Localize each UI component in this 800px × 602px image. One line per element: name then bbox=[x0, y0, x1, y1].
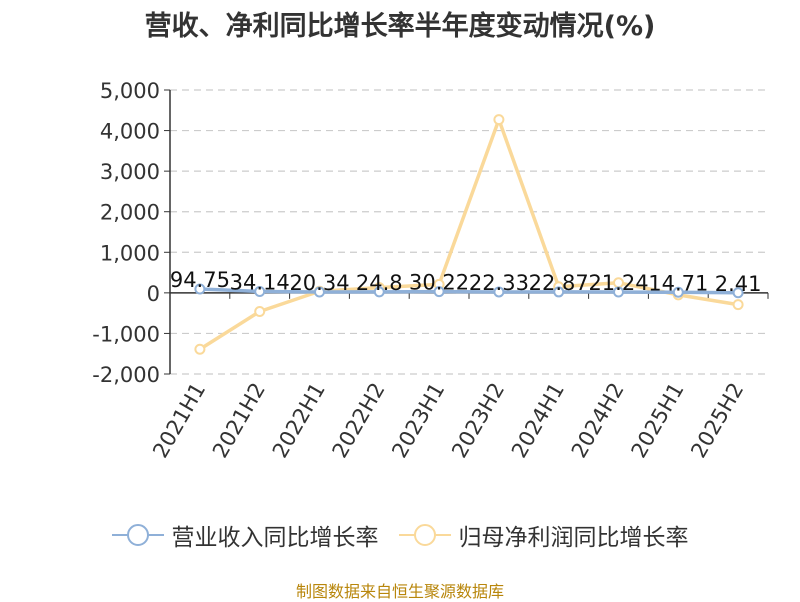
data-point-revenue[interactable] bbox=[493, 286, 505, 298]
data-label-revenue: 14.71 bbox=[648, 271, 708, 295]
data-point-profit[interactable] bbox=[732, 299, 744, 311]
y-tick-label: 2,000 bbox=[100, 201, 160, 225]
legend-item-profit[interactable]: 归母净利润同比增长率 bbox=[398, 518, 689, 552]
y-tick-label: -1,000 bbox=[92, 322, 160, 346]
y-tick-label: 0 bbox=[147, 282, 160, 306]
data-label-revenue: 34.14 bbox=[230, 270, 290, 294]
legend-label-profit: 归母净利润同比增长率 bbox=[458, 525, 689, 551]
data-label-revenue: 21.24 bbox=[588, 271, 648, 295]
data-point-profit[interactable] bbox=[493, 114, 505, 126]
data-point-revenue[interactable] bbox=[672, 286, 684, 298]
data-point-revenue[interactable] bbox=[254, 285, 266, 297]
x-tick-label: 2025H1 bbox=[627, 379, 689, 463]
legend-label-revenue: 营业收入同比增长率 bbox=[171, 525, 379, 551]
x-tick-label: 2022H2 bbox=[328, 379, 390, 463]
data-label-revenue: 22.87 bbox=[529, 271, 589, 295]
data-point-revenue[interactable] bbox=[732, 287, 744, 299]
data-label-revenue: 2.41 bbox=[715, 272, 762, 296]
x-tick-label: 2023H1 bbox=[387, 378, 449, 462]
data-point-revenue[interactable] bbox=[373, 286, 385, 298]
x-tick-label: 2021H1 bbox=[148, 379, 210, 463]
x-tick-label: 2024H2 bbox=[567, 379, 629, 463]
x-tick-label: 2023H2 bbox=[447, 379, 509, 463]
x-tick-label: 2025H2 bbox=[686, 379, 748, 463]
series-line-revenue bbox=[199, 287, 739, 295]
legend-swatch-revenue-icon bbox=[111, 524, 164, 546]
data-label-revenue: 30.22 bbox=[409, 271, 469, 295]
data-label-revenue: 24.8 bbox=[356, 271, 403, 295]
y-tick-label: 1,000 bbox=[100, 241, 160, 265]
legend: 营业收入同比增长率 归母净利润同比增长率 bbox=[0, 518, 800, 552]
data-point-revenue[interactable] bbox=[194, 283, 206, 295]
data-point-revenue[interactable] bbox=[314, 286, 325, 298]
y-tick-label: 3,000 bbox=[100, 160, 160, 184]
data-point-revenue[interactable] bbox=[553, 286, 565, 298]
source-note: 制图数据来自恒生聚源数据库 bbox=[295, 582, 504, 601]
y-tick-label: 4,000 bbox=[100, 120, 160, 144]
chart-title: 营收、净利同比增长率半年度变动情况(%) bbox=[144, 11, 656, 42]
data-label-revenue: 20.34 bbox=[289, 271, 349, 295]
data-point-profit[interactable] bbox=[194, 343, 206, 355]
data-point-revenue[interactable] bbox=[433, 286, 445, 298]
x-tick-label: 2022H1 bbox=[268, 379, 330, 463]
y-tick-label: 5,000 bbox=[100, 79, 160, 103]
x-tick-label: 2024H1 bbox=[507, 379, 569, 463]
legend-item-revenue[interactable]: 营业收入同比增长率 bbox=[111, 518, 379, 552]
legend-swatch-profit-icon bbox=[398, 524, 451, 546]
data-point-profit[interactable] bbox=[254, 306, 266, 318]
series-line-profit bbox=[198, 117, 739, 351]
data-point-revenue[interactable] bbox=[613, 286, 624, 298]
x-tick-label: 2021H2 bbox=[208, 379, 270, 463]
data-label-revenue: 22.33 bbox=[469, 271, 529, 295]
y-tick-label: -2,000 bbox=[92, 363, 160, 387]
data-label-revenue: 94.75 bbox=[170, 268, 230, 292]
